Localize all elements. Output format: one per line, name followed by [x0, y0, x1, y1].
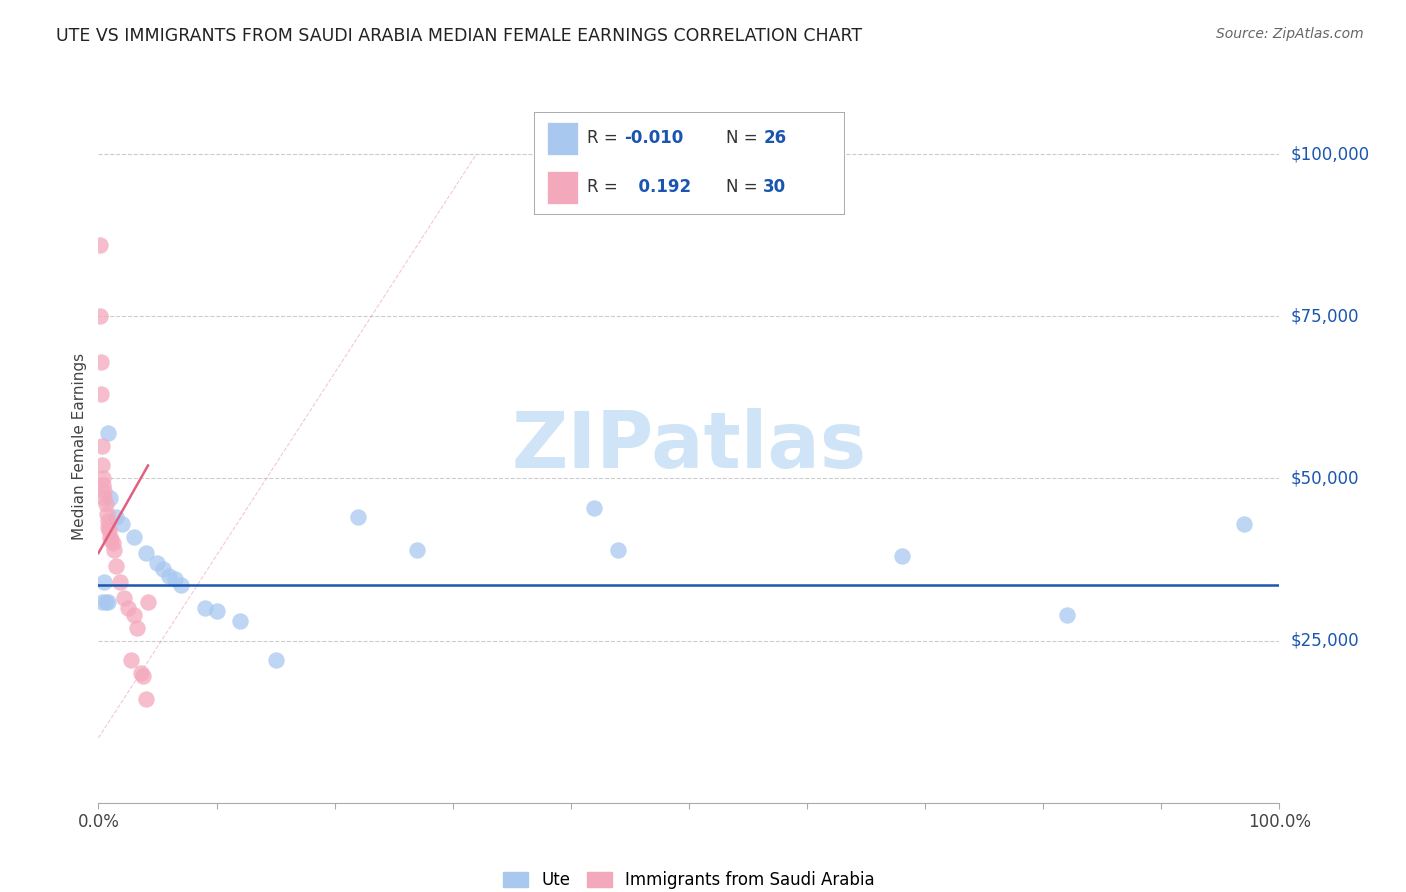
Text: N =: N = — [725, 178, 763, 196]
Point — [1233, 516, 1256, 531]
Legend: Ute, Immigrants from Saudi Arabia: Ute, Immigrants from Saudi Arabia — [496, 864, 882, 892]
Point — [165, 572, 187, 586]
Point — [347, 510, 370, 524]
Point — [406, 542, 429, 557]
FancyBboxPatch shape — [547, 122, 578, 154]
Point — [583, 500, 606, 515]
Point — [205, 604, 228, 618]
Point — [91, 471, 114, 485]
Text: Source: ZipAtlas.com: Source: ZipAtlas.com — [1216, 27, 1364, 41]
Point — [97, 595, 120, 609]
Text: -0.010: -0.010 — [624, 129, 683, 147]
Point — [121, 653, 143, 667]
Text: UTE VS IMMIGRANTS FROM SAUDI ARABIA MEDIAN FEMALE EARNINGS CORRELATION CHART: UTE VS IMMIGRANTS FROM SAUDI ARABIA MEDI… — [56, 27, 862, 45]
Point — [135, 692, 157, 706]
Point — [98, 530, 121, 544]
Point — [98, 524, 121, 538]
FancyBboxPatch shape — [547, 171, 578, 204]
Point — [100, 533, 122, 547]
Point — [122, 607, 145, 622]
Text: $75,000: $75,000 — [1291, 307, 1360, 326]
Point — [146, 556, 169, 570]
Point — [97, 425, 120, 440]
Point — [127, 621, 149, 635]
Text: 26: 26 — [763, 129, 786, 147]
Point — [96, 507, 118, 521]
Point — [132, 669, 155, 683]
Point — [108, 575, 131, 590]
Point — [93, 491, 115, 505]
Point — [157, 568, 180, 582]
Point — [98, 491, 121, 505]
Text: 30: 30 — [763, 178, 786, 196]
Point — [152, 562, 174, 576]
Point — [122, 530, 145, 544]
Point — [1056, 607, 1078, 622]
Point — [101, 536, 124, 550]
Point — [129, 666, 152, 681]
Point — [229, 614, 252, 628]
Point — [93, 575, 115, 590]
Text: $50,000: $50,000 — [1291, 469, 1360, 487]
Text: R =: R = — [586, 178, 623, 196]
Point — [97, 514, 120, 528]
Point — [93, 484, 115, 499]
Text: N =: N = — [725, 129, 763, 147]
Point — [89, 238, 111, 252]
Point — [94, 595, 117, 609]
Point — [89, 310, 111, 324]
Point — [105, 510, 128, 524]
Point — [117, 601, 139, 615]
Point — [194, 601, 217, 615]
Point — [91, 478, 114, 492]
Point — [112, 591, 135, 606]
Point — [170, 578, 193, 592]
Point — [97, 520, 120, 534]
Point — [91, 595, 114, 609]
Point — [264, 653, 287, 667]
Point — [94, 497, 117, 511]
Point — [91, 439, 114, 453]
Point — [890, 549, 912, 564]
Point — [607, 542, 630, 557]
Point — [135, 546, 157, 560]
Text: $100,000: $100,000 — [1291, 145, 1369, 163]
Text: 0.192: 0.192 — [627, 178, 692, 196]
Point — [90, 354, 112, 368]
Point — [136, 595, 159, 609]
Point — [91, 458, 114, 473]
Point — [90, 387, 112, 401]
Text: ZIPatlas: ZIPatlas — [512, 408, 866, 484]
Point — [105, 559, 128, 574]
Point — [103, 542, 125, 557]
Text: $25,000: $25,000 — [1291, 632, 1360, 649]
Y-axis label: Median Female Earnings: Median Female Earnings — [72, 352, 87, 540]
Text: R =: R = — [586, 129, 623, 147]
Point — [111, 516, 134, 531]
